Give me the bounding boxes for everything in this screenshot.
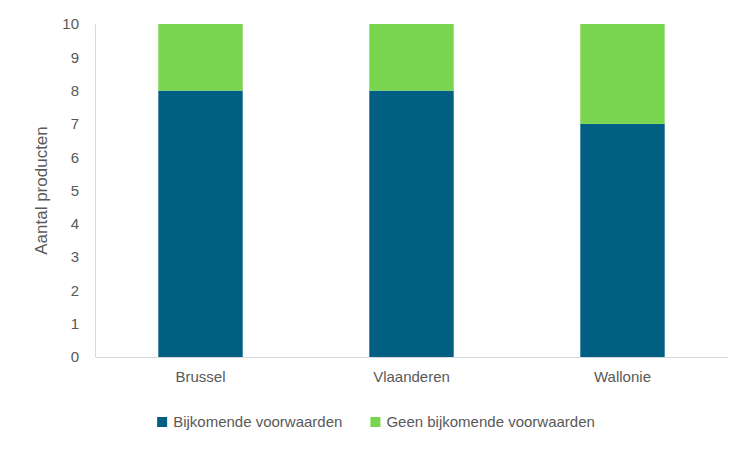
tick-label: 4 xyxy=(71,215,79,232)
legend-item: Bijkomende voorwaarden xyxy=(157,413,342,430)
tick: Brussel xyxy=(175,357,225,385)
bar xyxy=(369,91,453,357)
tick-label: 9 xyxy=(71,49,79,66)
bar xyxy=(158,91,242,357)
tick: Vlaanderen xyxy=(373,357,450,385)
tick-label: 10 xyxy=(62,15,79,32)
bar xyxy=(369,24,453,91)
tick: 7 xyxy=(71,115,95,132)
tick-label: 1 xyxy=(71,315,79,332)
x-axis-line xyxy=(96,357,729,358)
bars xyxy=(158,24,664,357)
tick-label: 8 xyxy=(71,82,79,99)
tick: 9 xyxy=(71,49,95,66)
tick-label: 2 xyxy=(71,282,79,299)
tick: 10 xyxy=(62,15,95,32)
legend-label: Geen bijkomende voorwaarden xyxy=(386,413,594,430)
tick-label: 7 xyxy=(71,115,79,132)
tick: 2 xyxy=(71,282,95,299)
tick-label: Brussel xyxy=(175,368,225,385)
tick-label: 6 xyxy=(71,149,79,166)
tick: 3 xyxy=(71,248,95,265)
axis-title: Aantal producten xyxy=(32,126,51,255)
tick-label: 0 xyxy=(71,348,79,365)
tick: 0 xyxy=(71,348,95,365)
tick: Wallonie xyxy=(594,357,651,385)
legend-item: Geen bijkomende voorwaarden xyxy=(370,413,594,430)
legend-swatch xyxy=(157,417,167,427)
tick: 1 xyxy=(71,315,95,332)
tick: 8 xyxy=(71,82,95,99)
y-axis-line xyxy=(95,25,96,358)
tick-label: 3 xyxy=(71,248,79,265)
bar xyxy=(580,124,664,357)
tick: 6 xyxy=(71,149,95,166)
y-axis: 0 1 2 3 4 5 6 7 8 9 10 xyxy=(62,15,95,365)
tick-label: 5 xyxy=(71,182,79,199)
tick: 5 xyxy=(71,182,95,199)
tick-label: Vlaanderen xyxy=(373,368,450,385)
legend-label: Bijkomende voorwaarden xyxy=(173,413,342,430)
bar xyxy=(158,24,242,91)
tick-label: Wallonie xyxy=(594,368,651,385)
plot: 0 1 2 3 4 5 6 7 8 9 10 Brussel Vlaanderen Wallonie xyxy=(62,15,728,384)
x-axis: Brussel Vlaanderen Wallonie xyxy=(96,357,729,385)
tick: 4 xyxy=(71,215,95,232)
chart: 0 1 2 3 4 5 6 7 8 9 10 Brussel Vlaanderen Wallonie Aan… xyxy=(0,0,752,454)
legend: Bijkomende voorwaarden Geen bijkomende vo… xyxy=(157,413,595,430)
legend-swatch xyxy=(370,417,380,427)
bar xyxy=(580,24,664,124)
